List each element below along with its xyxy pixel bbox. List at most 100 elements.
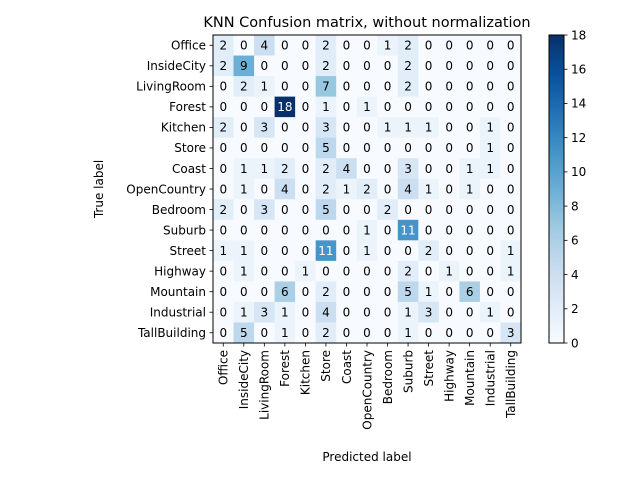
heatmap-cell (418, 281, 440, 303)
cell-value-label: 0 (507, 39, 515, 53)
heatmap-cell (233, 137, 255, 159)
heatmap-cell (500, 117, 522, 139)
x-tick-label: Mountain (463, 350, 477, 406)
cell-value-label: 3 (507, 326, 515, 340)
cell-value-label: 6 (466, 285, 474, 299)
heatmap-cell (254, 240, 275, 262)
cell-value-label: 0 (261, 326, 269, 340)
heatmap-cell (459, 240, 481, 262)
x-tick-label: Street (422, 350, 436, 387)
cell-value-label: 0 (466, 244, 474, 258)
heatmap-cell (336, 322, 358, 344)
heatmap-cell (438, 137, 460, 159)
cell-value-label: 0 (363, 39, 371, 53)
heatmap-cell (336, 96, 358, 118)
cell-value-label: 1 (486, 141, 494, 155)
cell-value-label: 0 (507, 182, 515, 196)
cell-value-label: 0 (445, 326, 453, 340)
heatmap-cell (336, 158, 358, 180)
heatmap-cell (438, 96, 460, 118)
heatmap-cell (356, 76, 378, 97)
heatmap-cell (377, 158, 399, 180)
cell-value-label: 0 (240, 100, 248, 114)
heatmap-cell (356, 260, 378, 282)
cell-value-label: 0 (445, 59, 453, 73)
chart-title: KNN Confusion matrix, without normalizat… (203, 15, 530, 31)
cell-value-label: 0 (322, 223, 330, 237)
colorbar-tick-label: 0 (571, 336, 579, 350)
cell-value-label: 0 (466, 326, 474, 340)
x-axis-ticks: Office InsideCity LivingRoom Forest Kitchen S… (217, 343, 518, 430)
heatmap-cell (479, 117, 501, 139)
cell-value-label: 0 (343, 121, 351, 135)
heatmap-cell (459, 137, 481, 159)
heatmap-cell (336, 55, 358, 77)
heatmap-cell (479, 240, 501, 262)
y-tick-label: Office (171, 39, 206, 53)
heatmap-cell (356, 281, 378, 303)
heatmap-cell (274, 137, 296, 159)
heatmap-cell (254, 178, 275, 200)
cell-value-label: 0 (261, 264, 269, 278)
heatmap-cell (397, 281, 419, 303)
heatmap-cell (233, 322, 255, 344)
cell-value-label: 0 (507, 59, 515, 73)
cell-value-label: 0 (404, 100, 412, 114)
y-tick-label: Bedroom (152, 203, 206, 217)
cell-value-label: 0 (445, 39, 453, 53)
heatmap-cell (295, 55, 317, 77)
cell-value-label: 0 (507, 306, 515, 320)
heatmap-cell (500, 137, 522, 159)
heatmap-cell (315, 260, 337, 282)
heatmap-cell (254, 260, 275, 282)
colorbar-tick-label: 14 (571, 97, 586, 111)
cell-value-label: 1 (404, 121, 412, 135)
heatmap-cell (438, 219, 460, 241)
heatmap-cell (254, 219, 275, 241)
cell-value-label: 0 (302, 244, 310, 258)
cell-value-label: 0 (466, 80, 474, 94)
cell-value-label: 0 (302, 39, 310, 53)
cell-value-label: 0 (343, 244, 351, 258)
heatmap-cell (397, 117, 419, 139)
colorbar (548, 34, 565, 344)
cell-value-label: 0 (240, 223, 248, 237)
cell-value-label: 0 (425, 264, 433, 278)
heatmap-cell (459, 35, 481, 56)
heatmap-cell (500, 96, 522, 118)
cell-value-label: 0 (507, 223, 515, 237)
y-tick-label: OpenCountry (126, 182, 206, 196)
cell-value-label: 1 (404, 306, 412, 320)
heatmap-cell (274, 301, 296, 323)
cell-value-label: 2 (322, 326, 330, 340)
y-tick-label: InsideCity (147, 59, 206, 73)
cell-value-label: 1 (466, 182, 474, 196)
heatmap-cell (254, 158, 275, 180)
heatmap-cell (418, 158, 440, 180)
cell-value-label: 2 (322, 39, 330, 53)
cell-value-label: 0 (507, 80, 515, 94)
heatmap-cell (500, 219, 522, 241)
cell-value-label: 0 (384, 306, 392, 320)
cell-value-label: 0 (507, 203, 515, 217)
cell-value-label: 2 (384, 203, 392, 217)
cell-value-label: 2 (322, 182, 330, 196)
cell-value-label: 0 (466, 203, 474, 217)
heatmap-cell (438, 281, 460, 303)
cell-value-label: 0 (466, 59, 474, 73)
heatmap-cell (356, 240, 378, 262)
cell-value-label: 0 (281, 264, 289, 278)
y-tick-label: TallBuilding (137, 326, 206, 340)
cell-value-label: 0 (384, 141, 392, 155)
heatmap-cell (418, 240, 440, 262)
heatmap-cell (459, 260, 481, 282)
heatmap-cell (479, 76, 501, 97)
cell-value-label: 0 (507, 162, 515, 176)
heatmap-cell (377, 219, 399, 241)
y-tick-label: Kitchen (161, 121, 206, 135)
cell-value-label: 0 (281, 121, 289, 135)
colorbar-ticks: 0 2 4 6 8 10 12 14 16 18 (564, 28, 586, 350)
cell-value-label: 1 (343, 182, 351, 196)
heatmap-cell (274, 158, 296, 180)
cell-value-label: 0 (343, 264, 351, 278)
